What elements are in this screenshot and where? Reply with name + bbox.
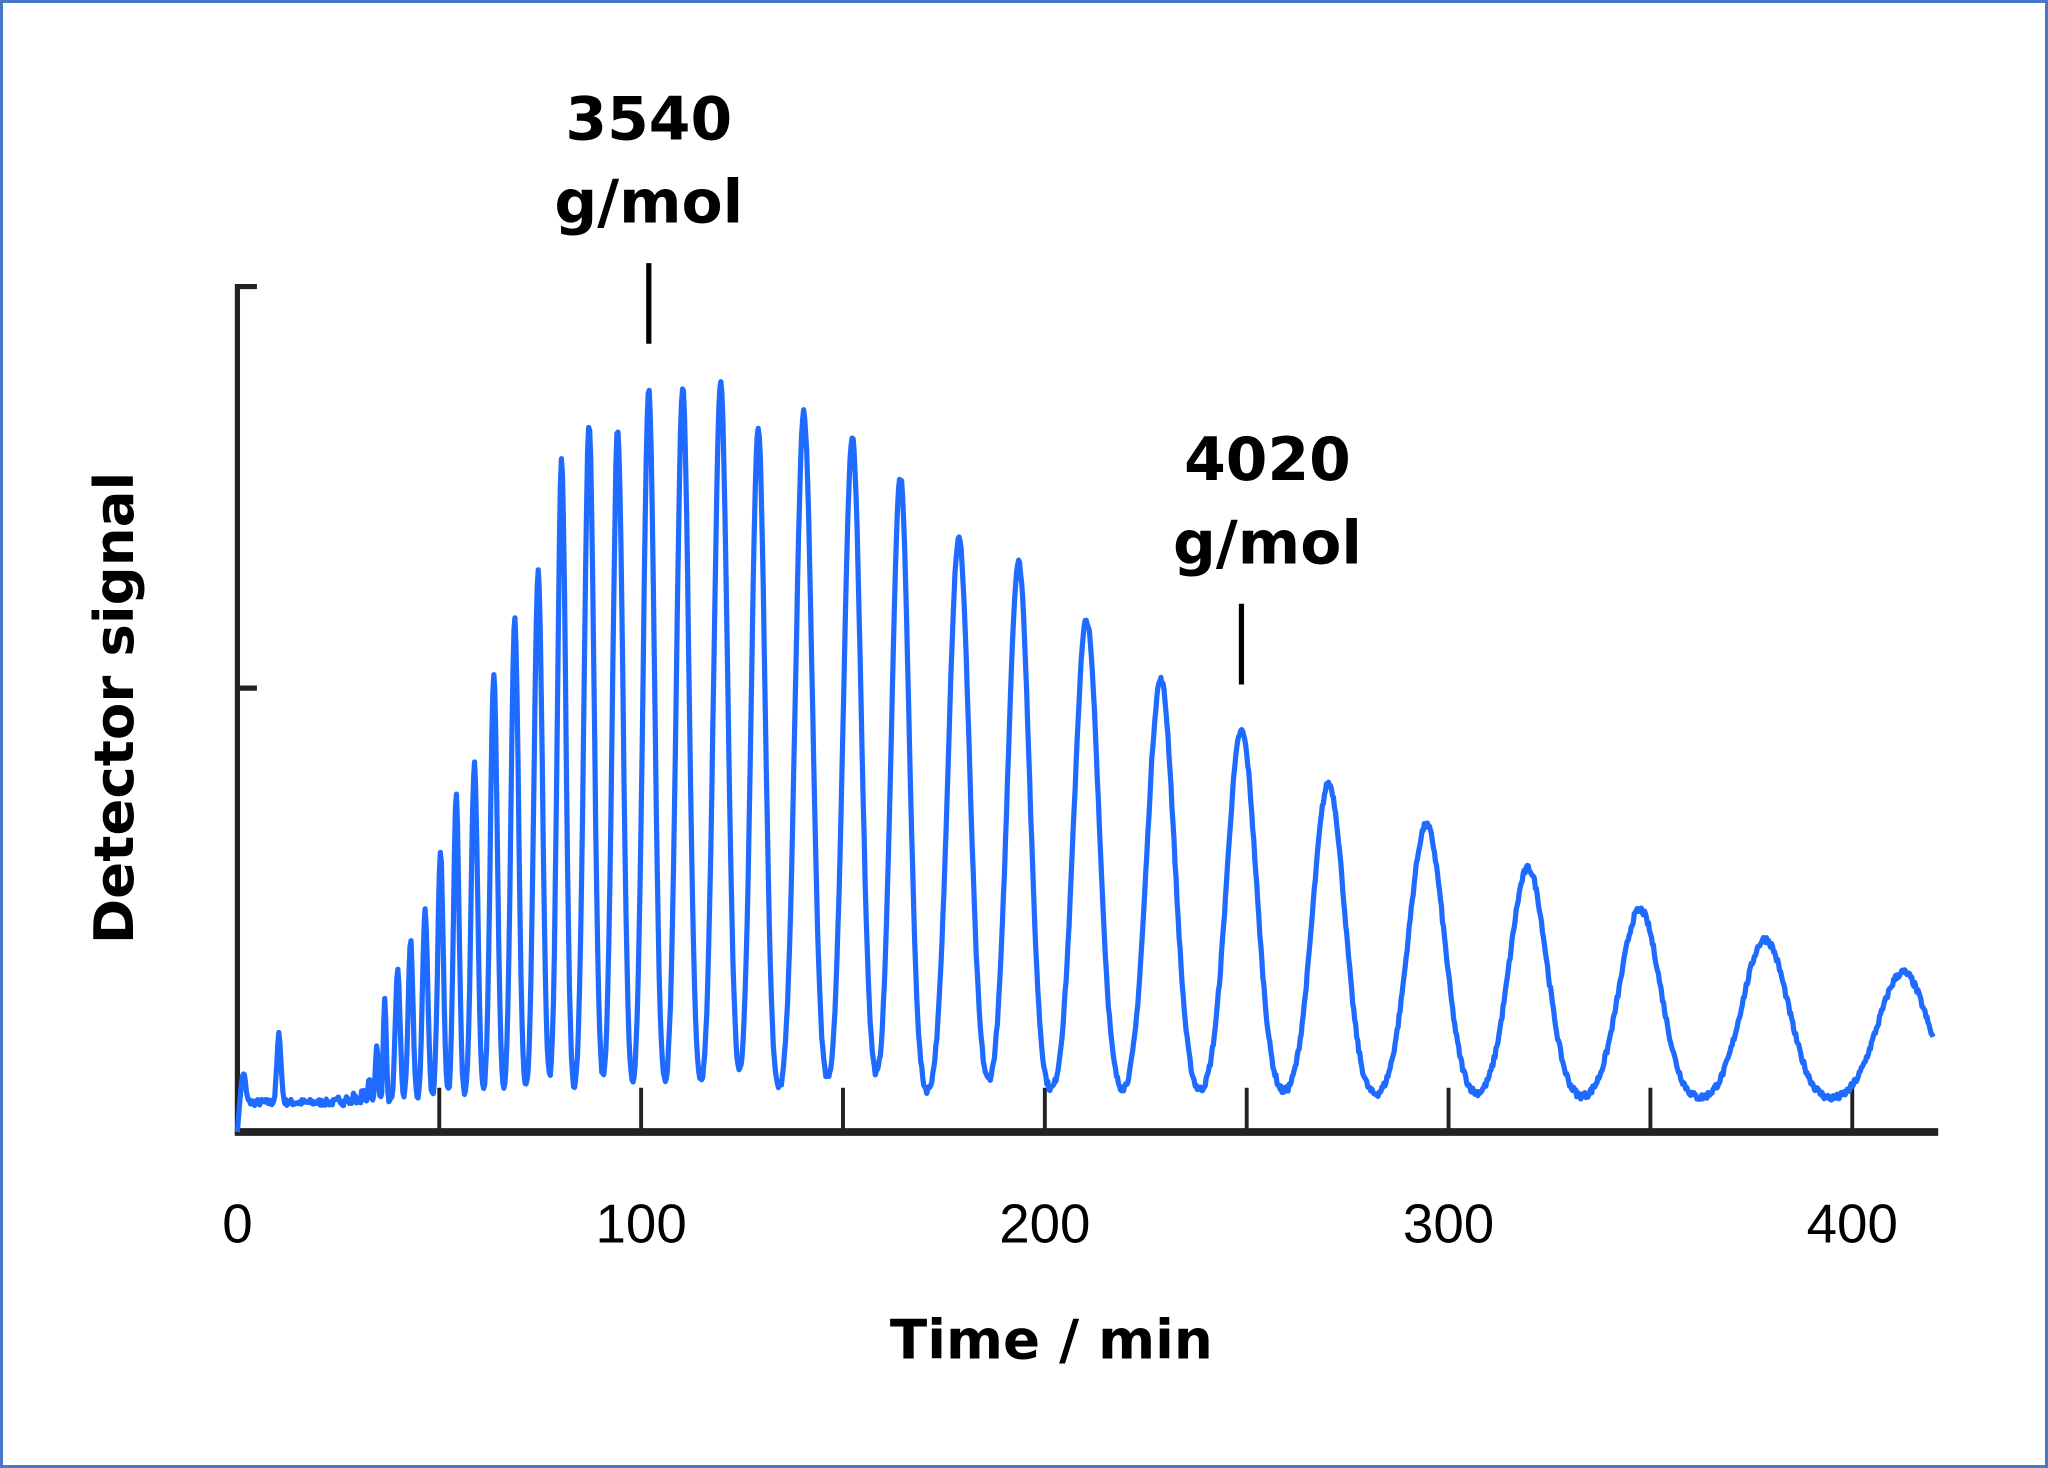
y-axis-title: Detector signal xyxy=(82,472,146,944)
x-tick-label: 100 xyxy=(595,1194,686,1255)
chromatogram-chart: 0 100 200 300 400 Time / min Detector si… xyxy=(82,85,1939,1371)
x-tick-labels: 0 100 200 300 400 xyxy=(222,1194,1898,1255)
annotations: 3540 g/mol 4020 g/mol xyxy=(554,85,1362,685)
annotation-unit: g/mol xyxy=(1173,509,1362,579)
signal-trace xyxy=(234,379,1936,1133)
annotation-value: 3540 xyxy=(565,85,732,155)
x-tick-label: 300 xyxy=(1403,1194,1494,1255)
x-ticks xyxy=(235,1087,1855,1133)
x-tick-label: 200 xyxy=(999,1194,1090,1255)
x-axis-title: Time / min xyxy=(890,1307,1213,1371)
annotation-unit: g/mol xyxy=(554,168,743,238)
annotation-value: 4020 xyxy=(1184,425,1351,495)
x-tick-label: 400 xyxy=(1807,1194,1898,1255)
axes xyxy=(234,283,1939,1136)
x-tick-label: 0 xyxy=(222,1194,252,1255)
y-ticks xyxy=(237,283,257,691)
